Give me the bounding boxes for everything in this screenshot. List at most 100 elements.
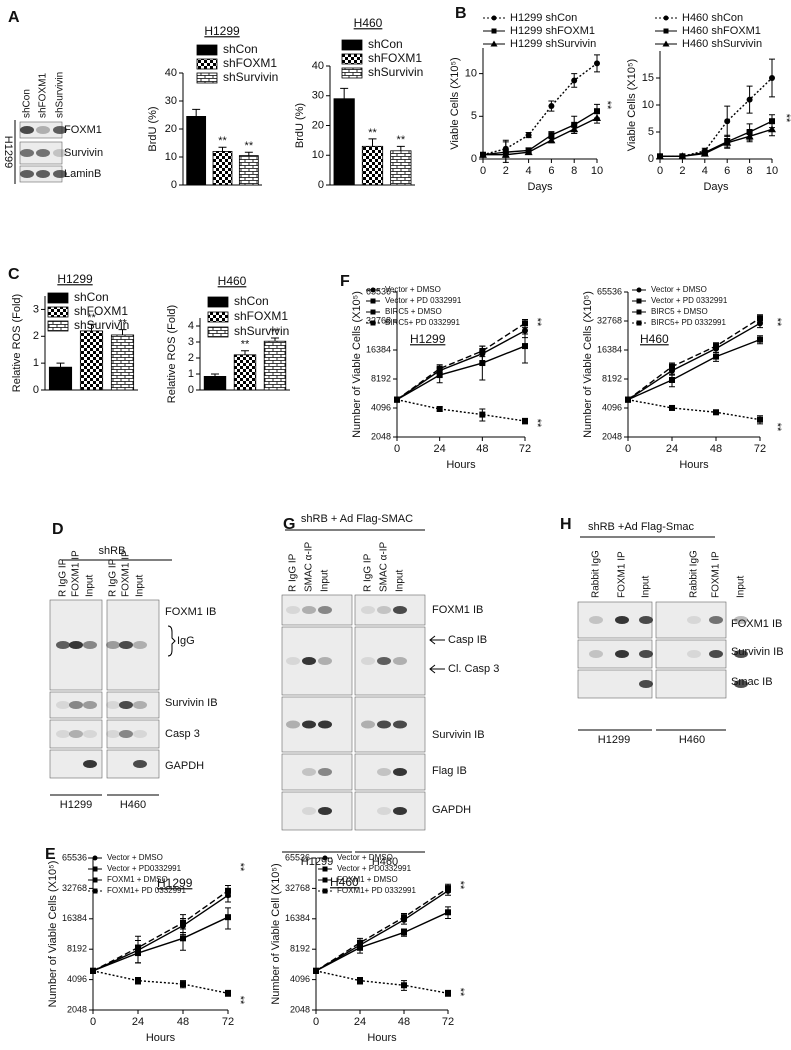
error-bar	[396, 145, 405, 151]
point	[522, 343, 528, 350]
significance: **	[531, 318, 543, 327]
row-label: Survivin IB	[731, 646, 784, 658]
y-tick-label: 30	[165, 95, 177, 107]
row-label: IgG	[177, 635, 195, 647]
y-tick-label: 8192	[602, 373, 622, 383]
chart-label: H1299	[157, 876, 193, 890]
cell-label: H1299	[2, 136, 14, 168]
significance: **	[780, 114, 791, 123]
significance: **	[271, 326, 280, 338]
cell-label: H1299	[301, 856, 333, 868]
y-tick-label: 4096	[290, 974, 310, 984]
legend-swatch	[207, 296, 229, 308]
point	[656, 152, 664, 160]
x-tick-label: 24	[434, 443, 446, 455]
error-bar	[340, 87, 349, 99]
blot-band	[393, 720, 407, 729]
brace	[167, 625, 176, 657]
x-tick-label: 72	[222, 1016, 234, 1028]
y-tick-label: 20	[312, 119, 324, 131]
y-tick-label: 2	[188, 352, 194, 364]
significance: **	[245, 140, 254, 152]
lane-label: R IgG IP	[58, 558, 69, 597]
y-tick-label: 40	[312, 60, 324, 72]
chart-title: H1299	[204, 24, 240, 38]
y-tick-label: 0	[318, 179, 324, 191]
blot-band	[639, 650, 653, 658]
y-tick-label: 3	[188, 336, 194, 348]
error-bar	[118, 329, 127, 335]
error-bar	[241, 350, 249, 355]
row-label: FOXM1	[64, 124, 102, 136]
point	[746, 96, 753, 103]
blot-band	[286, 606, 300, 614]
significance: **	[234, 863, 246, 872]
series-line	[92, 894, 229, 972]
lane-label: shCon	[22, 89, 33, 118]
blot-band	[133, 641, 147, 649]
blot-band	[119, 641, 133, 649]
point	[357, 977, 363, 984]
legend-marker	[663, 15, 669, 21]
point	[180, 935, 186, 942]
bar	[79, 330, 104, 391]
y-tick-label: 8192	[371, 373, 391, 383]
blot-band	[734, 680, 748, 688]
blot-band	[377, 606, 391, 614]
blot-band	[119, 701, 133, 709]
blot-band	[377, 657, 391, 665]
point	[757, 416, 763, 423]
lane-label: R IgG IP	[363, 553, 374, 592]
y-tick-label: 5	[471, 110, 477, 122]
point	[678, 152, 687, 160]
y-tick-label: 65536	[366, 286, 391, 296]
blot-band	[133, 730, 147, 738]
lane-label: Input	[320, 570, 331, 592]
legend-marker	[322, 888, 328, 894]
point	[745, 132, 754, 140]
lane-label: shSurvivin	[55, 72, 66, 118]
legend-marker	[490, 40, 498, 47]
x-tick-label: 10	[591, 165, 603, 177]
point	[571, 77, 578, 84]
legend-label: shSurvivin	[223, 70, 278, 84]
blot-header: shRB + Ad Flag-SMAC	[301, 513, 413, 525]
x-tick-label: 6	[548, 165, 554, 177]
series-line	[315, 970, 449, 994]
x-tick-label: 0	[657, 165, 663, 177]
x-tick-label: 0	[480, 165, 486, 177]
blot-band	[318, 768, 332, 776]
significance: **	[368, 127, 377, 139]
chart-label: H1299	[410, 332, 446, 346]
x-tick-label: 72	[442, 1016, 454, 1028]
y-tick-label: 15	[642, 72, 654, 84]
blot-band	[302, 720, 316, 729]
y-tick-label: 30	[312, 90, 324, 102]
legend-label: shCon	[234, 294, 269, 308]
legend-label: H1299 shFOXM1	[510, 25, 595, 37]
blot-strip	[354, 753, 426, 791]
legend-marker	[322, 855, 328, 861]
series-line	[92, 890, 229, 972]
point	[180, 981, 186, 988]
legend-marker	[370, 298, 376, 304]
legend-label: shCon	[223, 42, 258, 56]
blot-band	[687, 616, 701, 624]
blot-band	[106, 701, 120, 709]
y-tick-label: 32768	[285, 883, 310, 893]
y-tick-label: 1	[33, 357, 39, 369]
point	[769, 75, 775, 81]
y-tick-label: 4	[188, 320, 194, 332]
significance: **	[531, 419, 543, 428]
legend-marker	[370, 287, 376, 293]
lane-label: FOXM1 IP	[121, 550, 132, 597]
bar	[212, 150, 233, 186]
x-tick-label: 4	[702, 165, 708, 177]
row-label: Survivin IB	[165, 697, 218, 709]
error-bar	[211, 373, 219, 377]
significance: **	[87, 312, 96, 324]
series-line	[315, 911, 449, 972]
y-tick-label: 16384	[62, 913, 87, 923]
lane-label: R IgG IP	[288, 553, 299, 592]
